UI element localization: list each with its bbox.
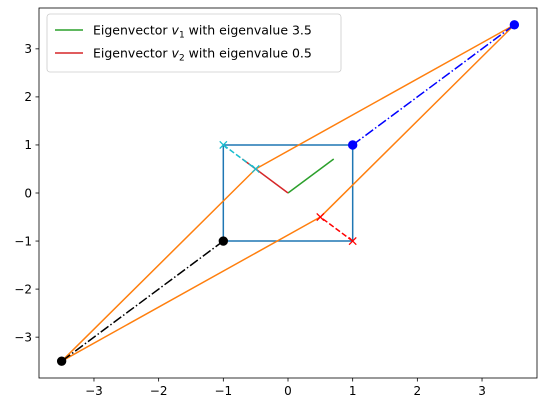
plot-area	[61, 24, 516, 362]
legend-label-subscript: 1	[179, 31, 185, 41]
series-line-0	[287, 158, 335, 194]
series-4-marker-0	[347, 140, 358, 150]
series-7-marker-0	[219, 140, 228, 150]
y-tick-label-4: 1	[24, 138, 32, 152]
plot-layer	[56, 20, 520, 366]
legend: Eigenvector v1 with eigenvalue 3.5Eigenv…	[46, 13, 342, 73]
legend-label-subscript: 2	[179, 54, 185, 64]
y-tick-label-5: 2	[24, 90, 32, 104]
series-line-6	[319, 216, 354, 242]
series-6-marker-1	[316, 212, 325, 222]
legend-label-var: v	[172, 46, 180, 61]
legend-label-suffix: with eigenvalue 3.5	[185, 23, 312, 38]
y-tick-label-3: 0	[24, 186, 32, 200]
x-tick-label-0: −3	[85, 384, 103, 398]
series-5-marker-1	[56, 356, 67, 366]
y-tick-label-0: −3	[14, 330, 32, 344]
x-tick-label-4: 1	[349, 384, 357, 398]
x-tick-label-6: 3	[478, 384, 486, 398]
axes-layer: −3 −2 −1 0 1 2 3 −3 −2 −1 0 1 2 3	[14, 7, 538, 398]
series-line-5	[61, 240, 224, 362]
series-5-marker-0	[218, 236, 229, 246]
series-6-marker-0	[348, 236, 357, 246]
x-tick-label-2: −1	[214, 384, 232, 398]
legend-label-prefix: Eigenvector	[93, 46, 172, 61]
x-tick-label-3: 0	[284, 384, 292, 398]
legend-label-suffix: with eigenvalue 0.5	[185, 46, 312, 61]
x-tick-label-1: −2	[150, 384, 168, 398]
y-tick-label-6: 3	[24, 42, 32, 56]
series-4-marker-1	[509, 20, 520, 30]
legend-box	[46, 13, 342, 73]
series-7-marker-1	[251, 164, 260, 174]
y-tick-label-2: −1	[14, 234, 32, 248]
series-line-4	[352, 24, 515, 146]
y-tick-label-1: −2	[14, 282, 32, 296]
legend-label-1: Eigenvector v1 with eigenvalue 3.5	[93, 23, 312, 41]
legend-label-prefix: Eigenvector	[93, 23, 172, 38]
legend-label-var: v	[172, 23, 180, 38]
legend-label-2: Eigenvector v2 with eigenvalue 0.5	[93, 46, 312, 64]
series-line-7	[222, 144, 257, 170]
x-tick-label-5: 2	[414, 384, 422, 398]
